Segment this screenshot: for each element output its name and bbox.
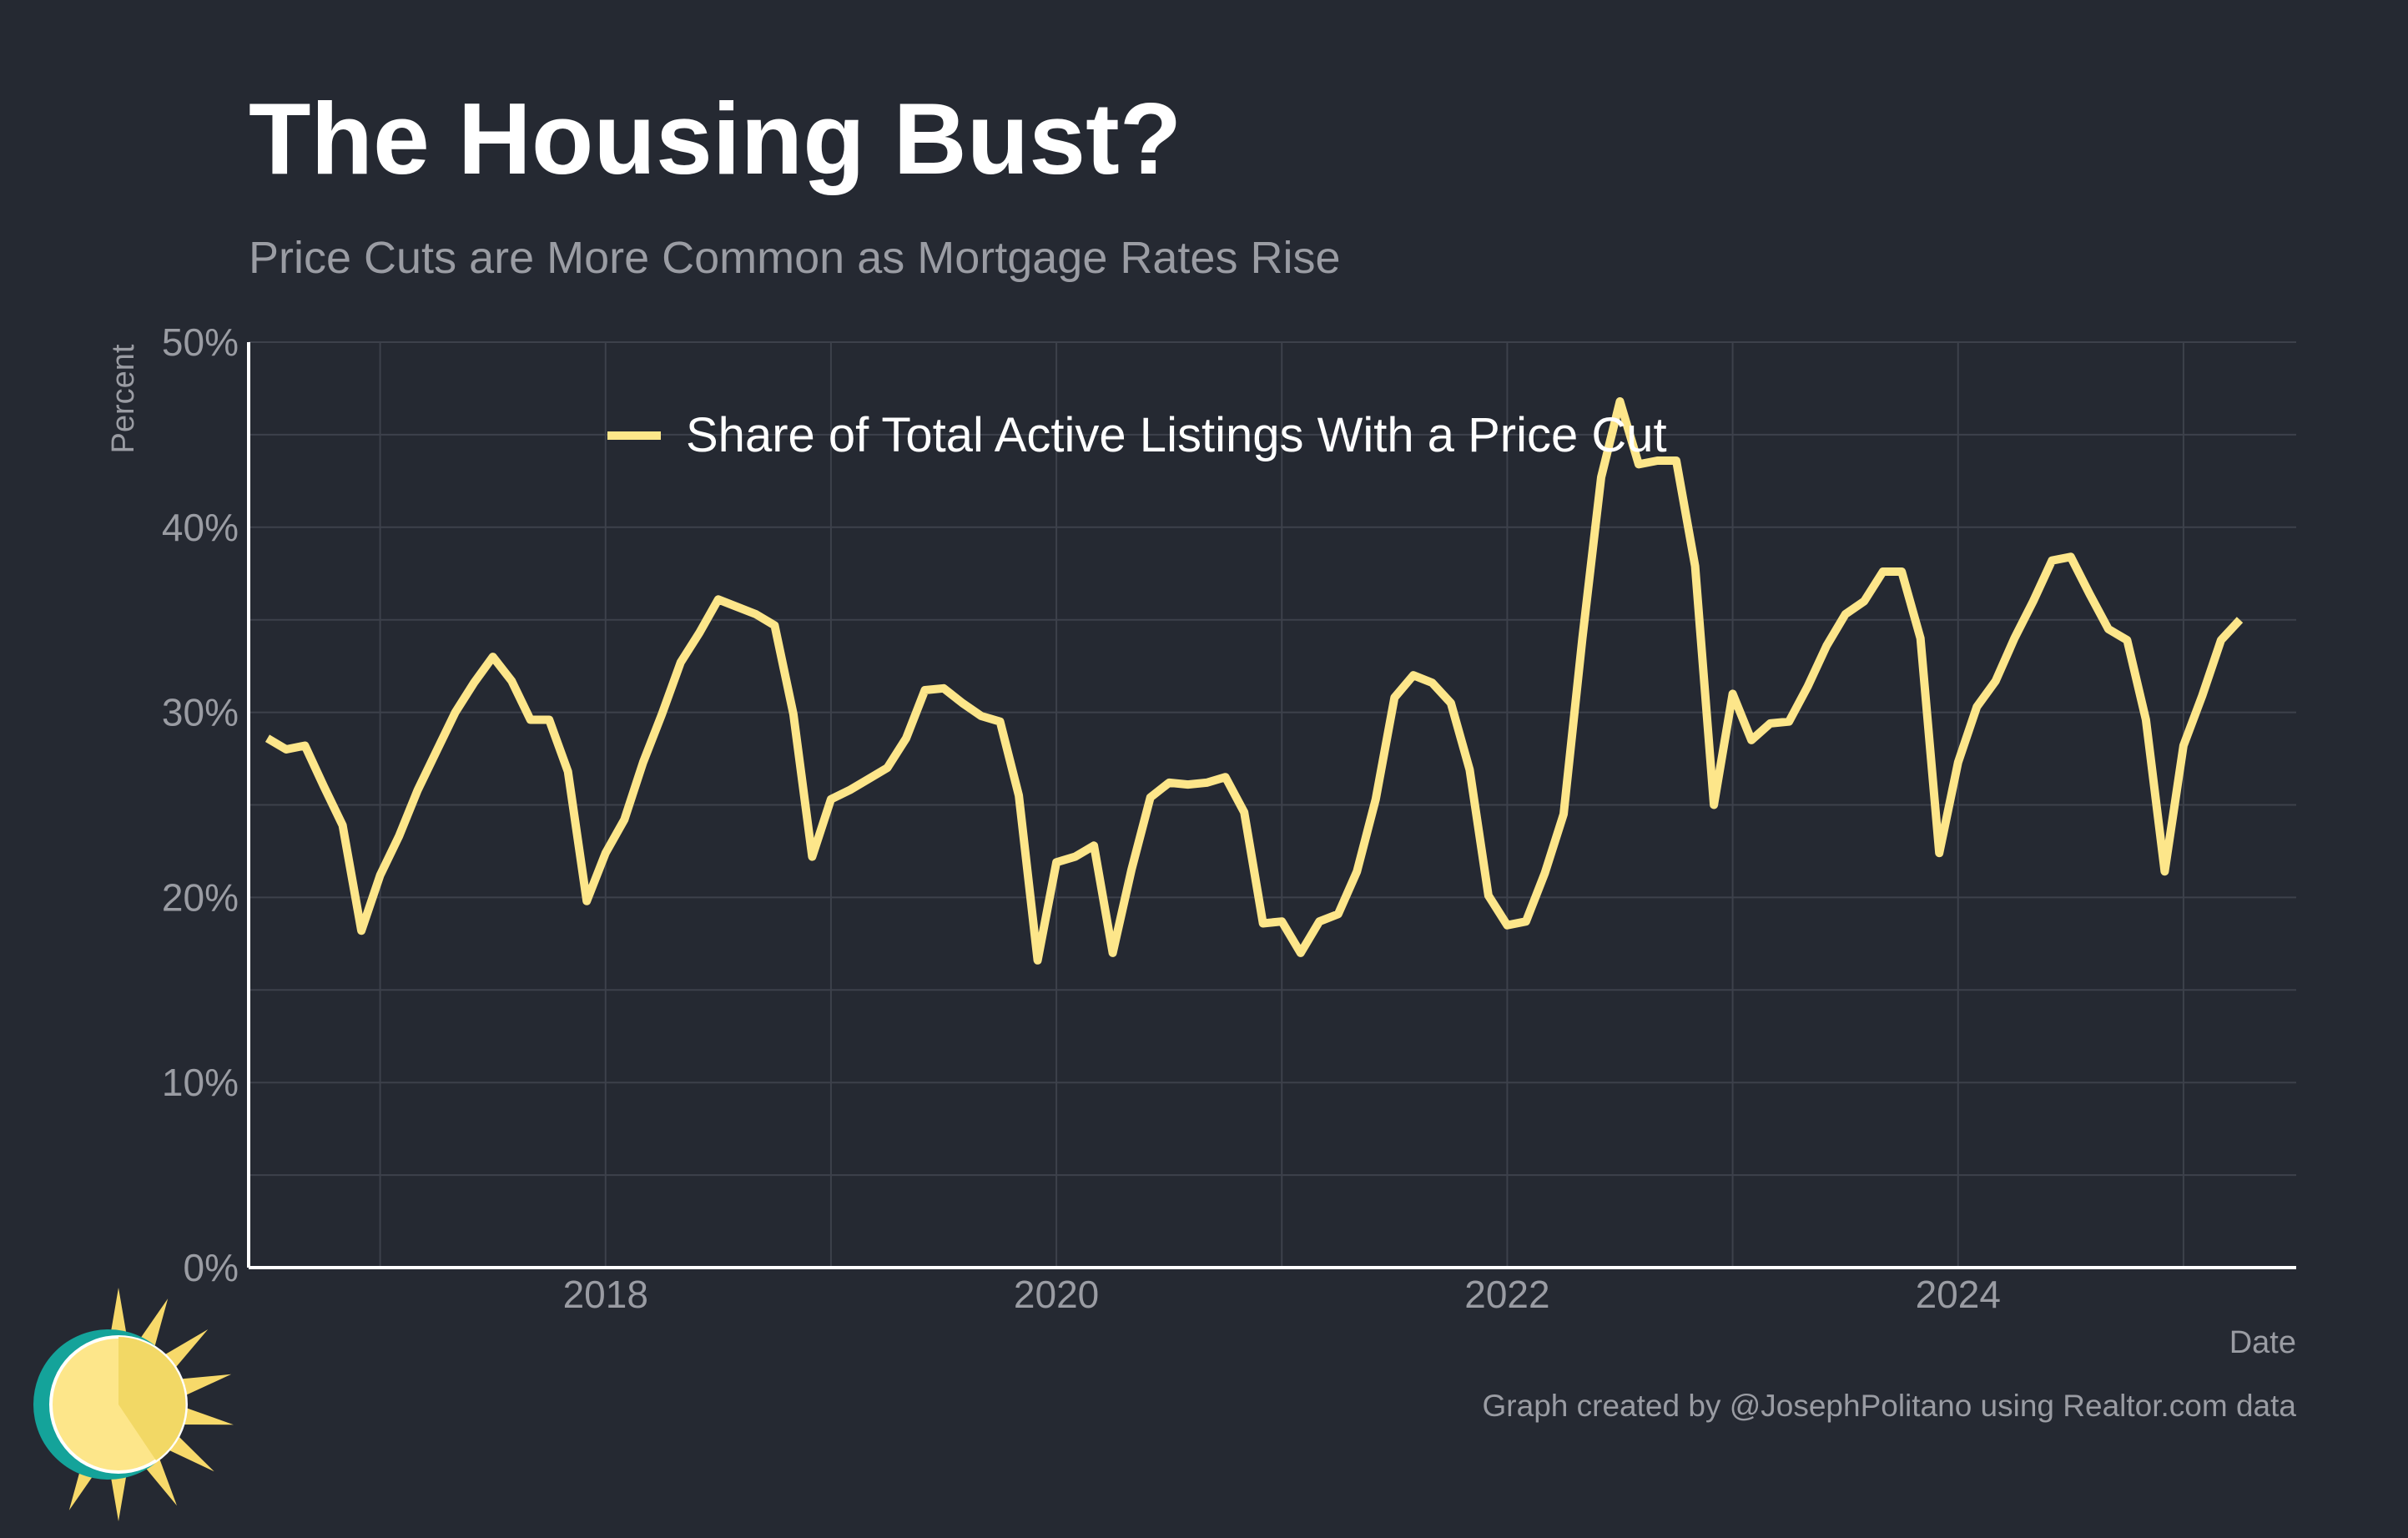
series-line [264,397,2244,965]
sun-ray [139,1298,169,1349]
sun-ray [164,1329,209,1369]
sun-ray [168,1435,214,1472]
x-tick-label: 2018 [563,1273,648,1316]
source-caption: Graph created by @JosephPolitano using R… [1482,1389,2296,1423]
grid-lines [249,341,2296,1268]
y-tick-label: 50% [162,320,239,364]
chart-subtitle: Price Cuts are More Common as Mortgage R… [249,233,1341,283]
y-tick-label: 30% [162,691,239,734]
sun-ray [109,1288,128,1339]
x-tick-label: 2022 [1464,1273,1549,1316]
y-axis-label: Percent [106,344,141,453]
legend: Share of Total Active Listings With a Pr… [607,408,1667,462]
series-lines [264,397,2244,965]
chart-title: The Housing Bust? [249,82,1182,195]
legend-label: Share of Total Active Listings With a Pr… [686,408,1667,462]
sun-ray [144,1457,177,1506]
sun-ray [179,1374,232,1396]
x-tick-label: 2024 [1916,1273,2001,1316]
axes [247,342,2296,1269]
x-tick-label: 2020 [1014,1273,1099,1316]
logo-sun-shade [118,1337,186,1460]
sun-logo-icon [33,1288,234,1521]
y-tick-label: 20% [162,875,239,919]
y-tick-labels: 0% 10% 20% 30% 40% 50% [162,320,239,1289]
x-tick-labels: 2018 2020 2022 2024 [563,1273,2001,1316]
x-axis-label: Date [2229,1325,2296,1360]
y-tick-label: 0% [184,1246,239,1289]
sun-ray [182,1407,234,1425]
sun-ray [109,1470,128,1521]
y-tick-label: 10% [162,1061,239,1104]
y-tick-label: 40% [162,506,239,549]
